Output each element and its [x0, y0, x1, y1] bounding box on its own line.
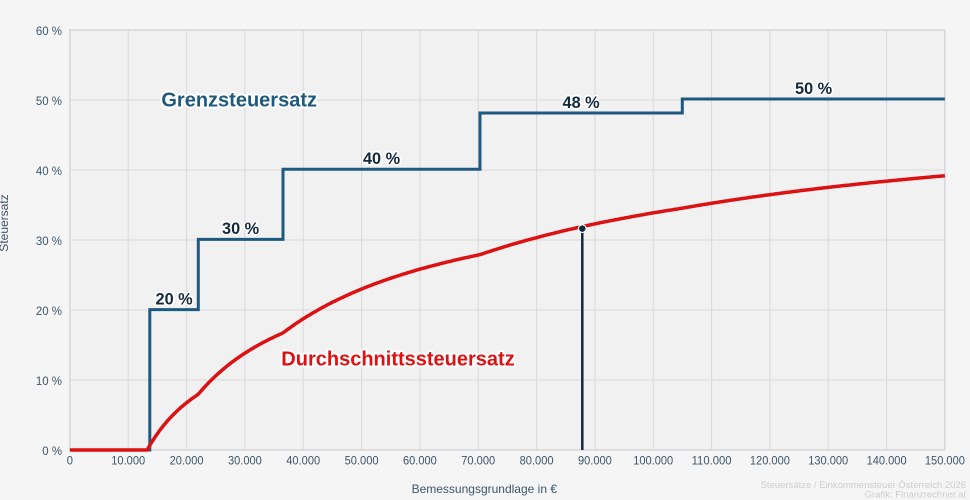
svg-text:150.000: 150.000: [925, 453, 965, 467]
svg-text:40 %: 40 %: [36, 164, 62, 178]
svg-text:60.000: 60.000: [403, 453, 437, 467]
svg-text:30 %: 30 %: [36, 234, 62, 248]
svg-text:20 %: 20 %: [36, 304, 62, 318]
svg-text:Grafik: Finanzrechner.at: Grafik: Finanzrechner.at: [865, 490, 967, 500]
svg-text:0: 0: [67, 453, 73, 467]
svg-text:70.000: 70.000: [461, 453, 495, 467]
svg-text:50 %: 50 %: [36, 94, 62, 108]
svg-text:48 %: 48 %: [563, 94, 601, 112]
svg-text:20.000: 20.000: [170, 453, 204, 467]
svg-text:90.000: 90.000: [578, 453, 612, 467]
svg-text:Steuersatz: Steuersatz: [0, 194, 11, 251]
svg-text:30.000: 30.000: [228, 453, 262, 467]
svg-text:10 %: 10 %: [36, 374, 62, 388]
svg-text:120.000: 120.000: [750, 453, 790, 467]
svg-text:20 %: 20 %: [156, 290, 194, 308]
svg-text:110.000: 110.000: [692, 453, 732, 467]
svg-text:50.000: 50.000: [345, 453, 379, 467]
svg-text:50 %: 50 %: [795, 80, 833, 98]
svg-text:140.000: 140.000: [867, 453, 907, 467]
svg-text:Durchschnittssteuersatz: Durchschnittssteuersatz: [281, 349, 514, 371]
svg-text:Grenzsteuersatz: Grenzsteuersatz: [161, 90, 317, 112]
svg-text:60 %: 60 %: [36, 24, 62, 38]
svg-text:0 %: 0 %: [42, 444, 62, 458]
svg-text:Bemessungsgrundlage in €: Bemessungsgrundlage in €: [412, 482, 558, 496]
svg-text:10.000: 10.000: [111, 453, 145, 467]
svg-text:40 %: 40 %: [363, 150, 401, 168]
svg-text:40.000: 40.000: [286, 453, 320, 467]
svg-text:80.000: 80.000: [520, 453, 554, 467]
svg-text:130.000: 130.000: [808, 453, 848, 467]
svg-text:Steuersätze / Einkommensteuer: Steuersätze / Einkommensteuer Österreich…: [761, 480, 966, 491]
svg-text:100.000: 100.000: [633, 453, 673, 467]
svg-text:30 %: 30 %: [222, 220, 260, 238]
